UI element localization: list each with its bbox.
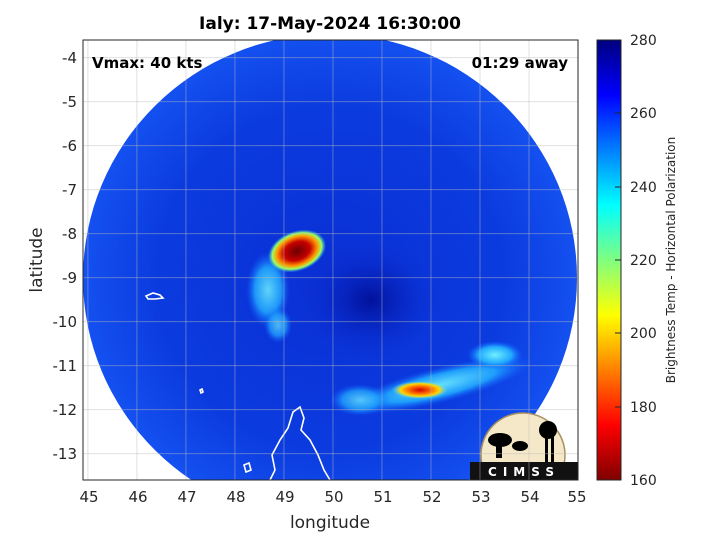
y-tick-label: -11 <box>53 357 78 375</box>
x-tick-label: 50 <box>324 488 343 506</box>
y-tick-label: -4 <box>62 49 77 67</box>
x-tick-label: 48 <box>226 488 245 506</box>
x-tick-label: 49 <box>275 488 294 506</box>
axes-frame <box>82 39 579 481</box>
colorbar-tick-label: 220 <box>630 253 657 269</box>
colorbar: 280 260 240 220 200 180 160 Brightness T… <box>596 33 678 489</box>
y-tick-label: -5 <box>62 93 77 111</box>
y-tick-label: -8 <box>62 225 77 243</box>
chart-title: Ialy: 17-May-2024 16:30:00 <box>199 14 461 34</box>
y-tick-label: -6 <box>62 137 77 155</box>
vmax-annotation: Vmax: 40 kts <box>92 54 202 72</box>
x-axis-label: longitude <box>290 513 370 533</box>
time-away-annotation: 01:29 away <box>472 54 569 72</box>
y-tick-label: -10 <box>53 313 78 331</box>
x-axis: 45 46 47 48 49 50 51 52 53 54 55 <box>79 488 586 506</box>
y-tick-label: -13 <box>53 445 78 463</box>
x-tick-label: 46 <box>128 488 147 506</box>
x-tick-label: 47 <box>177 488 196 506</box>
x-tick-label: 54 <box>520 488 539 506</box>
coastline <box>89 292 331 480</box>
x-tick-label: 45 <box>79 488 98 506</box>
eye-region <box>300 240 440 360</box>
colorbar-tick-label: 200 <box>630 326 657 342</box>
convective-core <box>267 229 327 273</box>
colorbar-tick-label: 160 <box>630 473 657 489</box>
colorbar-ticks <box>615 39 621 481</box>
logo-text: CIMSS <box>488 465 560 479</box>
y-axis: -4 -5 -6 -7 -8 -9 -10 -11 -12 -13 <box>53 49 78 463</box>
y-tick-label: -9 <box>62 269 77 287</box>
colorbar-tick-label: 260 <box>630 106 657 122</box>
swath-disc <box>83 40 577 480</box>
x-tick-label: 53 <box>471 488 490 506</box>
x-tick-label: 51 <box>373 488 392 506</box>
colorbar-tick-label: 240 <box>630 180 657 196</box>
y-axis-label: latitude <box>27 227 47 292</box>
cimss-logo: CIMSS <box>470 412 578 480</box>
colorbar-label: Brightness Temp - Horizontal Polarizatio… <box>664 137 678 384</box>
x-tick-label: 55 <box>567 488 586 506</box>
outer-rainband-east <box>467 341 523 369</box>
y-tick-label: -7 <box>62 181 77 199</box>
outer-rainband-west <box>330 384 390 416</box>
colorbar-tick-label: 180 <box>630 400 657 416</box>
x-tick-label: 52 <box>422 488 441 506</box>
y-tick-label: -12 <box>53 401 78 419</box>
colorbar-tick-label: 280 <box>630 33 657 49</box>
outer-rainband-core <box>392 381 448 399</box>
inner-rainband-tail <box>264 307 292 343</box>
